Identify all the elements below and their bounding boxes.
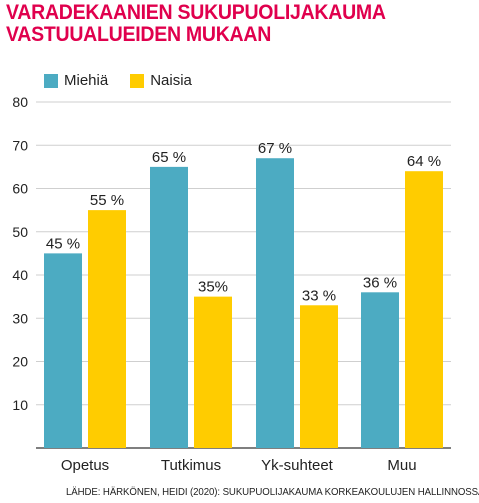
x-tick-label: Opetus <box>61 457 109 474</box>
legend-label-miehia: Miehiä <box>64 72 109 89</box>
x-tick-label: Muu <box>387 457 416 474</box>
y-tick-label: 10 <box>12 397 28 413</box>
x-tick-label: Tutkimus <box>161 457 221 474</box>
legend-swatch-naisia <box>130 73 145 88</box>
data-label-naisia: 55 % <box>90 192 124 209</box>
data-label-miehia: 45 % <box>46 235 80 252</box>
bar-naisia <box>194 296 232 448</box>
data-label-miehia: 65 % <box>152 149 186 166</box>
bar-naisia <box>300 305 338 448</box>
bar-miehia <box>361 292 399 448</box>
legend-label-naisia: Naisia <box>150 72 192 89</box>
y-tick-label: 20 <box>12 354 28 370</box>
y-tick-label: 60 <box>12 181 28 197</box>
data-label-miehia: 36 % <box>363 274 397 291</box>
data-label-naisia: 64 % <box>407 153 441 170</box>
data-label-miehia: 67 % <box>258 140 292 157</box>
bar-naisia <box>88 210 126 448</box>
bar-naisia <box>405 171 443 448</box>
legend-item-naisia: Naisia <box>130 72 192 89</box>
y-tick-label: 50 <box>12 224 28 240</box>
data-label-naisia: 35% <box>198 279 228 296</box>
bar-miehia <box>150 166 188 448</box>
chart-title: VARADEKAANIEN SUKUPUOLIJAKAUMA VASTUUALU… <box>6 1 385 46</box>
legend-swatch-miehia <box>44 73 58 88</box>
y-tick-label: 70 <box>12 137 28 153</box>
bar-miehia <box>256 158 294 448</box>
y-tick-label: 30 <box>12 310 28 326</box>
y-tick-label: 40 <box>12 267 28 283</box>
y-tick-label: 80 <box>12 94 28 110</box>
bar-miehia <box>44 253 82 448</box>
data-label-naisia: 33 % <box>302 287 336 304</box>
legend: Miehiä Naisia <box>44 72 214 89</box>
legend-item-miehia: Miehiä <box>44 72 108 89</box>
x-tick-label: Yk-suhteet <box>261 457 334 474</box>
source-note: LÄHDE: HÄRKÖNEN, HEIDI (2020): SUKUPUOLI… <box>66 486 479 498</box>
